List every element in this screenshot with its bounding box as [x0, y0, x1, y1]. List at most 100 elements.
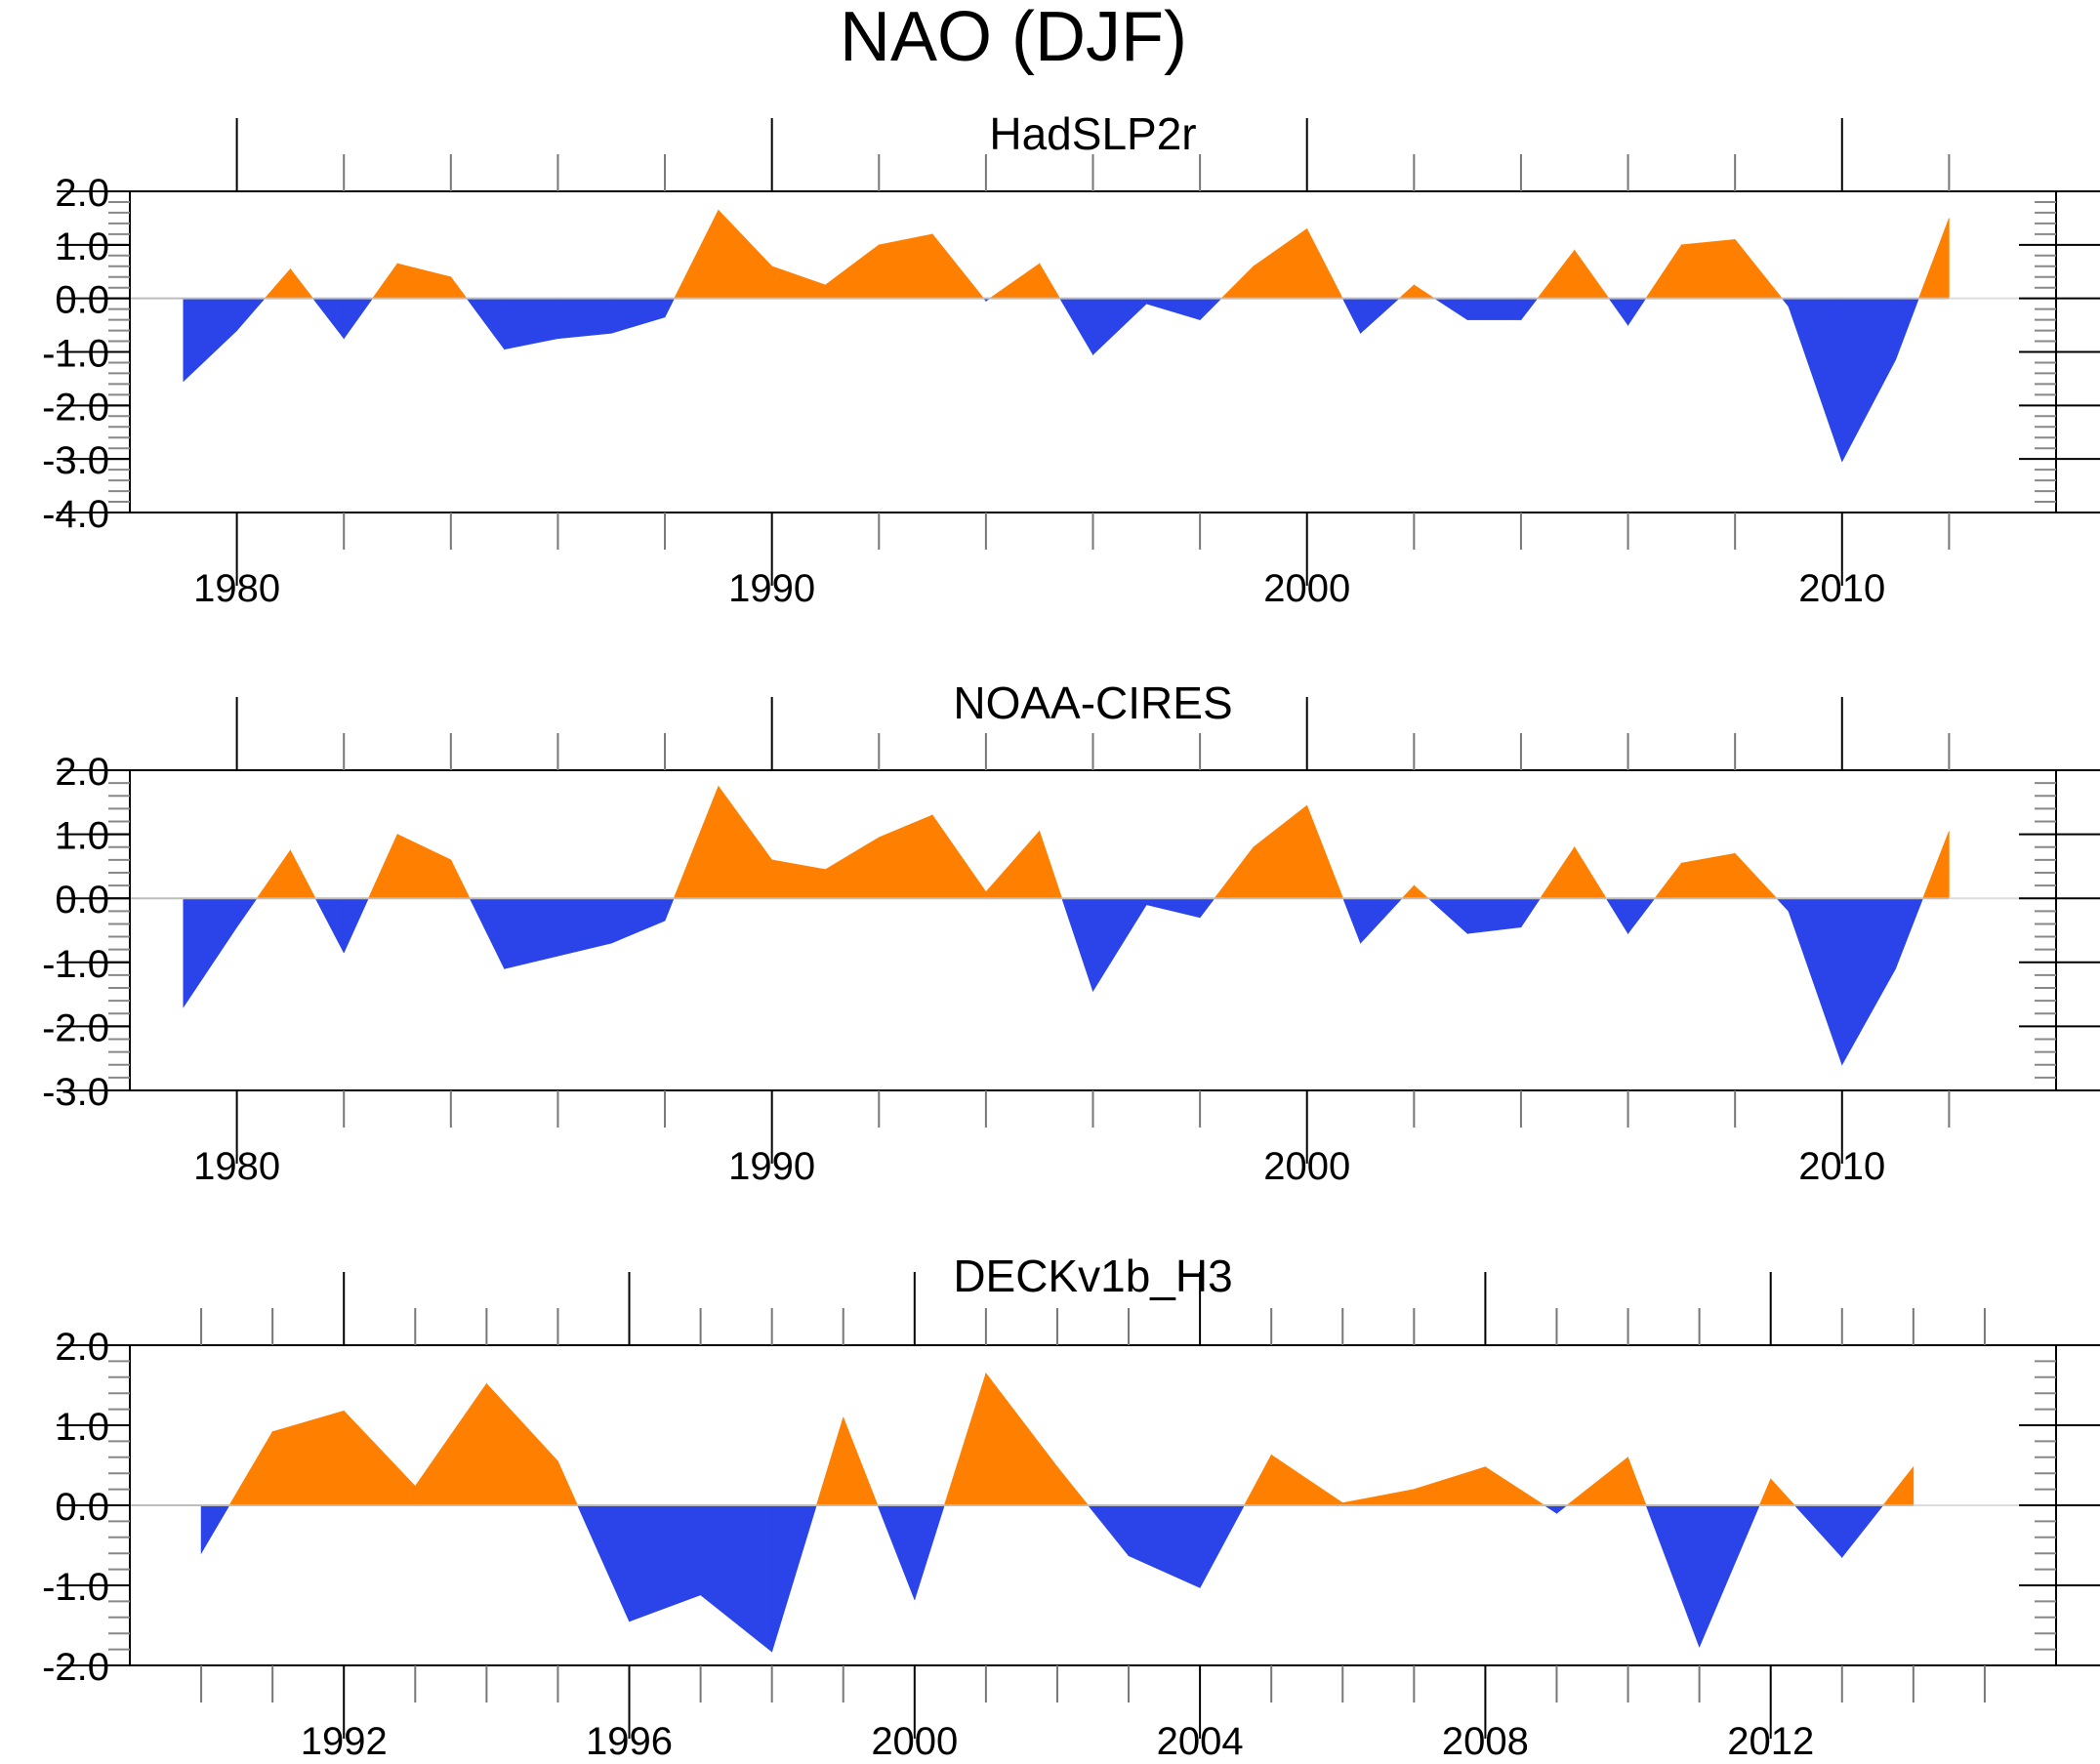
- negative-area: [610, 298, 666, 334]
- positive-area: [1243, 1455, 1272, 1506]
- negative-area: [1342, 897, 1361, 944]
- negative-area: [504, 897, 558, 969]
- positive-area: [1253, 227, 1308, 299]
- positive-area: [1566, 1456, 1628, 1506]
- panel-2: NOAA-CIRES 2.0 1.0 0.0 -1.0 -2.0 -3.0 1980 1990 2…: [42, 677, 2100, 1188]
- negative-area: [1092, 298, 1147, 355]
- panel-3: DECKv1b_H3 2.0 1.0 0.0 -1.0 -2.0 1992 1996 2000 2…: [42, 1251, 2100, 1763]
- negative-area: [343, 897, 369, 954]
- x-tick-label: 1990: [728, 567, 815, 610]
- positive-area: [1681, 239, 1736, 299]
- positive-area: [1039, 831, 1063, 899]
- negative-area: [1059, 298, 1093, 356]
- positive-area: [985, 830, 1040, 899]
- positive-area: [825, 244, 880, 299]
- x-tick-label: 2010: [1798, 1145, 1885, 1188]
- y-tick-label: 1.0: [55, 815, 109, 858]
- negative-area: [577, 1504, 630, 1622]
- negative-area: [236, 897, 258, 928]
- positive-area: [931, 813, 987, 899]
- negative-area: [1360, 298, 1400, 334]
- negative-area: [1199, 1504, 1245, 1588]
- positive-area: [371, 263, 398, 299]
- positive-area: [450, 275, 468, 299]
- positive-area: [343, 1410, 416, 1506]
- x-tick-label: 1980: [193, 567, 280, 610]
- positive-area: [878, 814, 933, 899]
- panel-1: HadSLP2r 2.0 1.0 0.0 -1.0 -2.0 -3.0 -4.0 1980 199…: [42, 108, 2100, 610]
- negative-area: [1788, 897, 1843, 1065]
- y-tick-label: -1.0: [42, 943, 109, 986]
- figure-title: NAO (DJF): [840, 0, 1187, 76]
- positive-area: [1758, 1478, 1772, 1506]
- positive-area: [931, 233, 985, 299]
- negative-area: [1627, 897, 1656, 935]
- negative-area: [1627, 298, 1647, 327]
- negative-area: [183, 897, 237, 1008]
- x-tick-label: 1980: [193, 1145, 280, 1188]
- positive-area: [1537, 249, 1576, 299]
- y-tick-label: 2.0: [55, 1326, 109, 1369]
- negative-area: [1433, 298, 1468, 321]
- positive-area: [1485, 1466, 1545, 1506]
- negative-area: [1087, 1504, 1130, 1557]
- negative-area: [466, 298, 505, 350]
- positive-area: [1917, 218, 1950, 299]
- negative-area: [1776, 897, 1790, 913]
- x-tick-label: 2000: [1263, 567, 1350, 610]
- negative-area: [236, 298, 266, 332]
- negative-area: [700, 1504, 772, 1653]
- negative-area: [557, 897, 612, 957]
- negative-area: [183, 298, 237, 383]
- y-tick-label: 1.0: [55, 1406, 109, 1449]
- negative-area: [629, 1504, 701, 1622]
- y-tick-label: -2.0: [42, 1006, 109, 1049]
- negative-area: [1427, 897, 1468, 934]
- negative-area: [1645, 1504, 1700, 1648]
- panel-title: HadSLP2r: [989, 108, 1196, 159]
- positive-area: [988, 263, 1040, 299]
- y-tick-label: -4.0: [42, 493, 109, 536]
- positive-area: [1770, 1478, 1795, 1506]
- positive-area: [1882, 1465, 1915, 1506]
- y-tick-label: 2.0: [55, 172, 109, 215]
- positive-area: [985, 1372, 1058, 1506]
- negative-area: [914, 1504, 945, 1600]
- x-tick-label: 1996: [586, 1720, 673, 1763]
- positive-area: [825, 837, 880, 899]
- positive-area: [878, 233, 933, 299]
- positive-area: [1654, 862, 1682, 899]
- negative-area: [1793, 1504, 1843, 1559]
- negative-area: [1605, 897, 1628, 935]
- negative-area: [343, 298, 374, 340]
- negative-area: [1895, 897, 1924, 969]
- positive-area: [1734, 852, 1778, 899]
- positive-area: [815, 1416, 844, 1506]
- positive-area: [1414, 1466, 1486, 1506]
- positive-area: [1253, 804, 1308, 899]
- positive-area: [1540, 845, 1576, 899]
- negative-area: [1360, 897, 1403, 944]
- negative-area: [1520, 298, 1539, 321]
- positive-area: [943, 1373, 987, 1506]
- positive-area: [1056, 1465, 1090, 1506]
- positive-area: [718, 209, 772, 299]
- y-tick-label: -1.0: [42, 333, 109, 376]
- negative-area: [1841, 298, 1896, 463]
- x-tick-label: 1990: [728, 1145, 815, 1188]
- negative-area: [1146, 897, 1201, 919]
- negative-area: [1788, 298, 1843, 463]
- negative-area: [504, 298, 558, 350]
- positive-area: [1398, 284, 1415, 299]
- negative-area: [1466, 298, 1522, 320]
- negative-area: [1699, 1504, 1760, 1648]
- positive-area: [1627, 1456, 1647, 1506]
- negative-area: [1092, 897, 1147, 993]
- positive-area: [450, 859, 471, 899]
- positive-area: [1645, 243, 1682, 299]
- negative-area: [1146, 298, 1201, 321]
- x-tick-label: 2000: [871, 1720, 958, 1763]
- positive-area: [290, 849, 316, 899]
- negative-area: [469, 897, 505, 969]
